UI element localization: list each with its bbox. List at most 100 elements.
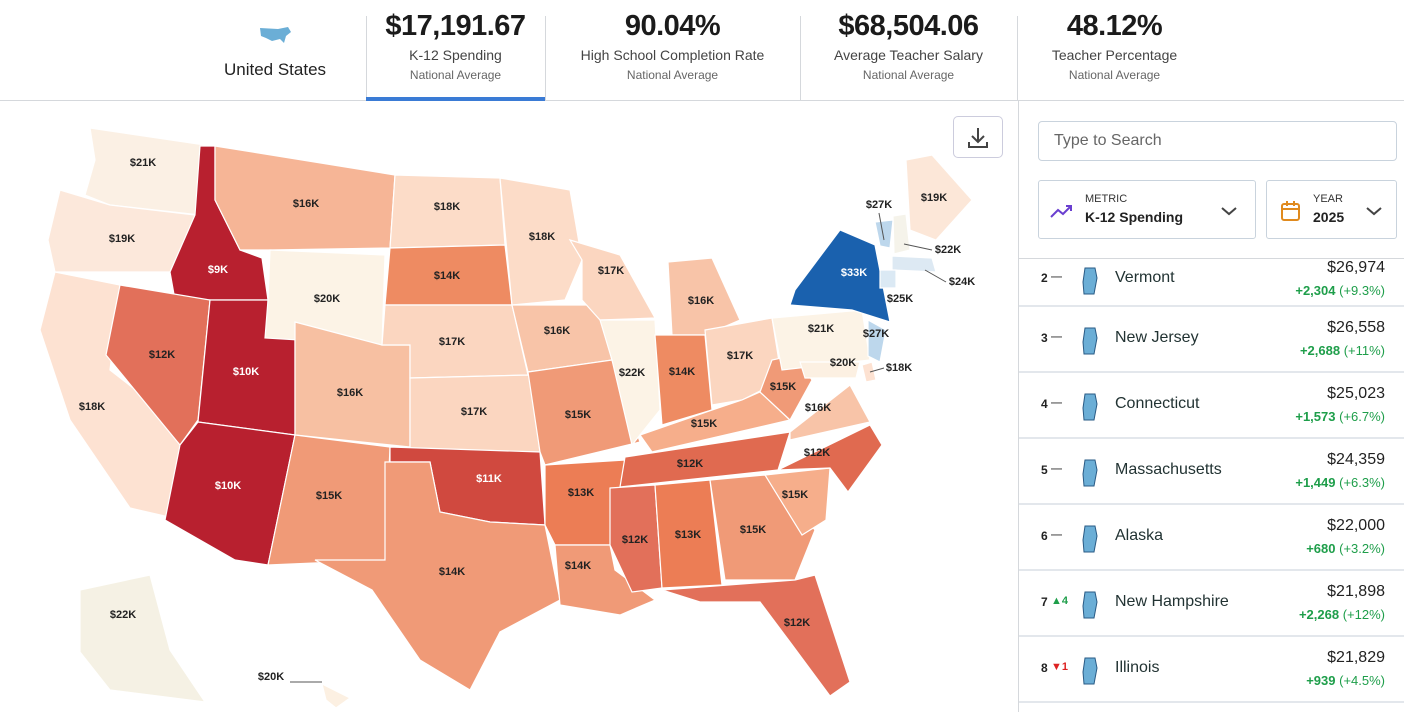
metric-sub: National Average [409,68,502,82]
us-icon [260,27,291,43]
state-label: $10K [233,366,259,378]
delta-value: +1,449 [1295,475,1336,490]
state-label: $18K [79,401,105,413]
download-button[interactable] [953,116,1003,158]
state-label: $24K [949,276,975,288]
country-selector[interactable]: United States [205,0,345,100]
state-label: $20K [830,357,856,369]
sidebar: Type to Search METRIC K-12 Spending YEAR… [1018,101,1404,712]
metric-card[interactable]: 48.12% Teacher Percentage National Avera… [1017,0,1212,100]
rank: 5 [1041,463,1048,477]
state [789,384,871,441]
metric-value: 90.04% [624,10,721,42]
state [314,461,561,691]
metric-dropdown[interactable]: METRIC K-12 Spending [1038,180,1256,239]
state-label: $14K [439,566,465,578]
state [892,213,911,255]
state [905,154,973,241]
rank-change: ▲4 [1051,595,1069,607]
delta-value: +2,268 [1298,607,1340,622]
state [499,177,583,306]
state-label: $21K [808,323,834,335]
state-label: $19K [109,233,135,245]
dropdown-key: METRIC [1085,193,1128,205]
metric-card[interactable]: $68,504.06 Average Teacher Salary Nation… [800,0,1017,100]
state [599,319,661,447]
ranking-row[interactable]: 5— Massachusetts $24,359 +1,449 (+6.3%) [1019,439,1404,505]
state-label: $22K [619,367,645,379]
state-label: $12K [622,534,648,546]
state-icon [1082,657,1098,685]
state-label: $13K [675,529,701,541]
state-label: $16K [544,325,570,337]
state-label: $17K [727,350,753,362]
state-label: $15K [316,490,342,502]
state [661,574,851,697]
dropdown-value: K-12 Spending [1085,209,1184,225]
ranking-row[interactable]: 6— Alaska $22,000 +680 (+3.2%) [1019,505,1404,571]
rank-change: — [1051,529,1062,541]
ranking-row[interactable]: 3— New Jersey $26,558 +2,688 (+11%) [1019,307,1404,373]
download-icon [968,128,988,148]
country-name: United States [223,60,327,79]
search-input[interactable]: Type to Search [1038,121,1397,161]
year-dropdown[interactable]: YEAR 2025 [1266,180,1397,239]
delta-percent: (+6.7%) [1339,409,1385,424]
ranking-row[interactable]: 2— Vermont $26,974 +2,304 (+9.3%) [1019,259,1404,307]
state-label: $12K [784,617,810,629]
metric-card[interactable]: $17,191.67 K-12 Spending National Averag… [366,0,545,100]
rank: 2 [1041,271,1048,285]
metric-value: $17,191.67 [385,10,526,42]
state-name: Vermont [1115,269,1175,286]
state [79,574,207,703]
state-icon [1082,459,1098,487]
divider [545,16,546,100]
state [789,229,891,323]
state-value: $25,023 [1327,385,1385,402]
delta-value: +2,304 [1295,283,1336,298]
delta-percent: (+6.3%) [1339,475,1385,490]
state-value: $21,898 [1327,583,1385,600]
state-label: $14K [669,366,695,378]
state-label: $17K [439,336,465,348]
state-delta: +1,449 (+6.3%) [1295,475,1385,490]
state-label: $15K [691,418,717,430]
metric-label: K-12 Spending [409,47,502,63]
rank: 7 [1041,595,1048,609]
chevron [1366,207,1382,216]
metric-sub: National Average [862,68,955,82]
state [105,284,211,446]
delta-value: +1,573 [1295,409,1336,424]
state [861,361,877,383]
state-label: $15K [740,524,766,536]
state [874,219,894,249]
state-label: $15K [782,489,808,501]
leader-line [869,367,885,373]
ranking-row[interactable]: 4— Connecticut $25,023 +1,573 (+6.7%) [1019,373,1404,439]
state-label: $16K [688,295,714,307]
delta-percent: (+11%) [1343,343,1385,358]
state [609,484,663,593]
metric-sub: National Average [1068,68,1161,82]
rank-change: ▼1 [1051,661,1069,673]
state-delta: +2,688 (+11%) [1300,343,1385,358]
divider [800,16,801,100]
state [321,682,352,709]
ranking-row[interactable]: 8 ▼1 Illinois $21,829 +939 (+4.5%) [1019,637,1404,703]
state [763,467,831,536]
state-label: $27K [863,328,889,340]
state-delta: +1,573 (+6.7%) [1295,409,1385,424]
state-label: $9K [208,264,228,276]
state-icon [1082,591,1098,619]
leader-line [878,212,885,241]
metric-label: Teacher Percentage [1051,47,1178,63]
state-label: $15K [565,409,591,421]
state-value: $26,974 [1327,259,1385,276]
metric-label: Average Teacher Salary [834,47,983,63]
state-value: $24,359 [1327,451,1385,468]
state [891,255,937,273]
state [771,309,871,371]
metric-card[interactable]: 90.04% High School Completion Rate Natio… [545,0,800,100]
ranking-row[interactable]: 7 ▲4 New Hampshire $21,898 +2,268 (+12%) [1019,571,1404,637]
state-value: $22,000 [1327,517,1385,534]
